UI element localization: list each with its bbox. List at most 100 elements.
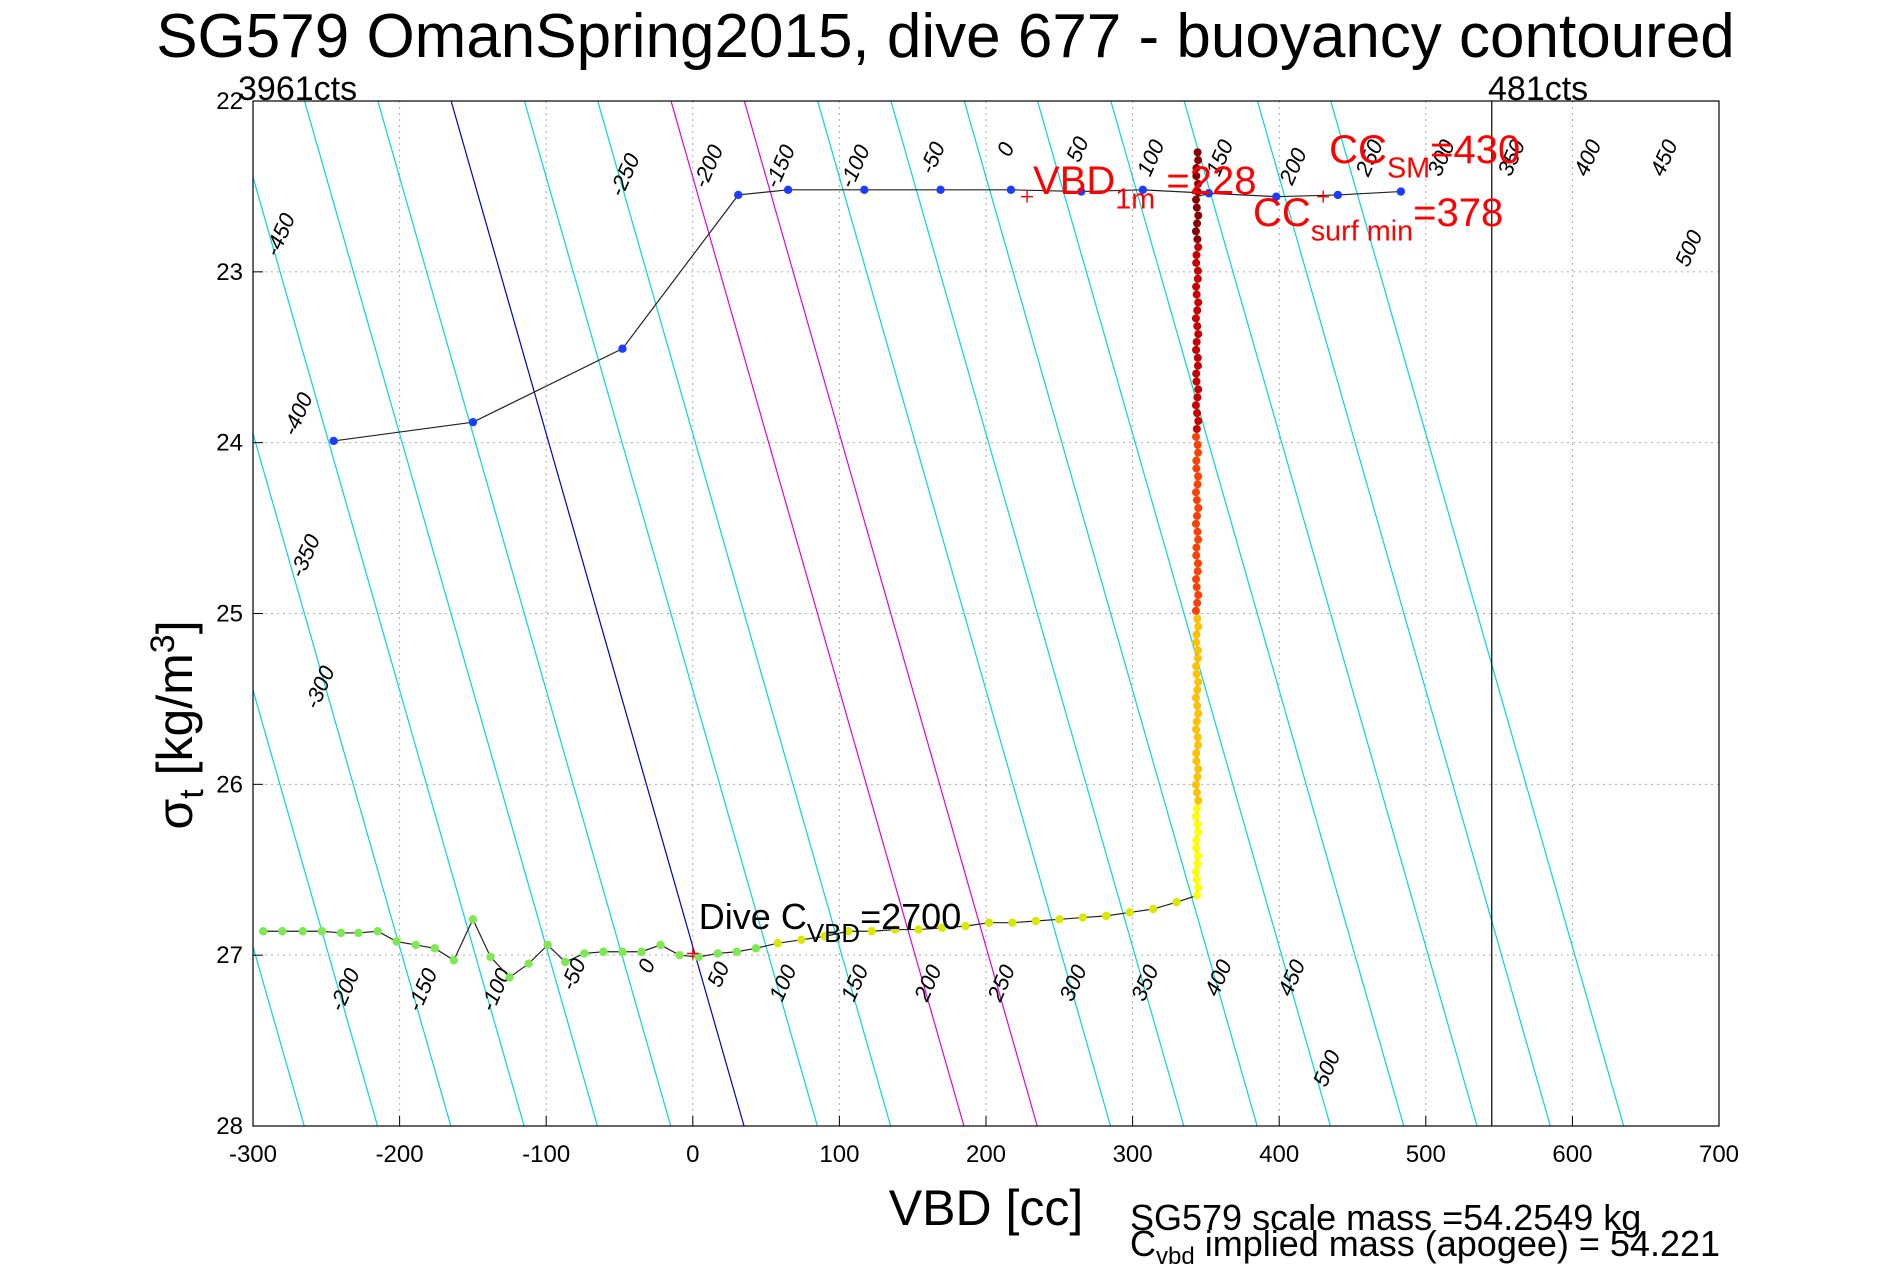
vertical-trace-point — [1193, 393, 1202, 402]
vertical-trace-point — [1193, 480, 1202, 489]
vertical-trace-point — [1192, 662, 1201, 671]
vertical-trace-point — [1193, 440, 1202, 449]
data-point — [524, 959, 533, 968]
data-point — [914, 925, 923, 934]
data-point — [430, 944, 439, 953]
contour-line — [0, 101, 84, 1126]
data-point — [259, 927, 268, 936]
data-point — [468, 915, 478, 924]
vertical-trace-point — [1193, 891, 1202, 900]
vertical-trace-point — [1192, 717, 1201, 726]
vertical-trace-point — [1194, 741, 1203, 750]
vertical-trace-point — [1193, 187, 1202, 196]
vertical-trace-point — [1193, 772, 1202, 781]
vertical-trace-point — [1194, 156, 1203, 165]
data-point — [354, 928, 363, 938]
vertical-trace-point — [1192, 432, 1201, 441]
vertical-trace-point — [1194, 211, 1203, 220]
cc-sm-annotation: CCSM=430 — [1329, 127, 1521, 185]
data-point — [468, 417, 478, 427]
x-tick-label: -200 — [376, 1141, 424, 1168]
vertical-trace-point — [1192, 551, 1201, 560]
contour-line — [0, 101, 11, 1126]
vertical-trace-point — [1191, 401, 1200, 410]
vertical-trace-point — [1192, 171, 1201, 180]
data-point — [392, 937, 401, 946]
vertical-trace-point — [1191, 693, 1200, 702]
dive-cvbd-annotation: Dive CVBD=2700 — [698, 895, 962, 948]
x-tick-label: 700 — [1699, 1141, 1739, 1168]
vertical-trace-point — [1192, 456, 1201, 465]
vertical-trace-point — [1192, 804, 1201, 813]
vertical-trace-point — [1193, 266, 1202, 275]
data-point — [1008, 918, 1017, 927]
vertical-trace-point — [1191, 314, 1200, 323]
vertical-trace-point — [1194, 851, 1203, 860]
vertical-trace-point — [1192, 670, 1201, 679]
vertical-trace-point — [1191, 780, 1200, 789]
data-point — [580, 949, 589, 958]
data-point — [713, 949, 722, 958]
vertical-trace-point — [1194, 504, 1203, 513]
x-tick-label: 300 — [1113, 1141, 1153, 1168]
x-tick-label: -300 — [229, 1141, 277, 1168]
y-tick-label: 25 — [216, 601, 243, 628]
highlight-contour — [670, 101, 965, 1126]
vertical-trace-point — [1194, 709, 1203, 718]
vertical-trace-point — [1193, 614, 1202, 623]
vertical-trace-point — [1192, 282, 1201, 291]
vertical-trace-point — [1192, 575, 1201, 584]
data-point — [675, 950, 684, 960]
data-point — [298, 927, 308, 936]
vertical-trace-point — [1194, 590, 1203, 599]
vertical-trace-point — [1193, 654, 1202, 663]
data-point — [783, 185, 793, 195]
data-point — [373, 927, 382, 936]
vertical-trace-point — [1192, 725, 1201, 734]
vertical-trace-point — [1193, 219, 1202, 228]
y-tick-label: 24 — [216, 430, 243, 457]
vertical-trace-point — [1193, 685, 1202, 694]
vertical-trace-point — [1194, 448, 1203, 457]
vertical-trace-point — [1194, 243, 1203, 252]
x-tick-label: -100 — [522, 1141, 570, 1168]
contour-line — [1110, 101, 1405, 1126]
vertical-trace-point — [1192, 630, 1201, 639]
vertical-trace-point — [1194, 417, 1203, 426]
vertical-trace-point — [1192, 756, 1201, 765]
vertical-trace-point — [1194, 385, 1203, 394]
vertical-trace-point — [1193, 820, 1202, 829]
data-point — [867, 927, 876, 936]
data-point — [1125, 908, 1134, 917]
x-tick-label: 100 — [819, 1141, 859, 1168]
vertical-trace-point — [1192, 369, 1201, 378]
vertical-trace-point — [1194, 330, 1203, 339]
vertical-trace-point — [1192, 290, 1201, 299]
vertical-trace-point — [1193, 274, 1202, 283]
top-left-count-label: 3961cts — [238, 70, 358, 108]
vertical-trace-point — [1192, 638, 1201, 647]
vertical-trace-point — [1192, 203, 1201, 212]
data-point — [656, 940, 665, 950]
contour-line — [303, 101, 599, 1126]
vertical-trace-point — [1192, 749, 1201, 758]
vertical-trace-point — [1194, 828, 1203, 837]
cc-surf-min-annotation: CCsurf min=378 — [1252, 191, 1504, 248]
data-point — [1055, 915, 1064, 924]
data-point — [336, 928, 346, 938]
contour-line — [0, 101, 158, 1126]
data-point — [543, 940, 552, 950]
data-point — [937, 923, 947, 933]
data-point — [637, 947, 646, 956]
data-point — [599, 947, 608, 956]
data-point — [1077, 187, 1086, 196]
data-point — [1138, 185, 1148, 195]
vertical-trace-point — [1194, 883, 1203, 892]
data-point — [1102, 911, 1111, 921]
vertical-trace-point — [1191, 227, 1200, 236]
data-point — [1031, 916, 1041, 926]
data-point — [797, 935, 806, 944]
vertical-trace-point — [1193, 409, 1202, 418]
data-point — [618, 344, 627, 353]
data-point — [734, 190, 743, 200]
